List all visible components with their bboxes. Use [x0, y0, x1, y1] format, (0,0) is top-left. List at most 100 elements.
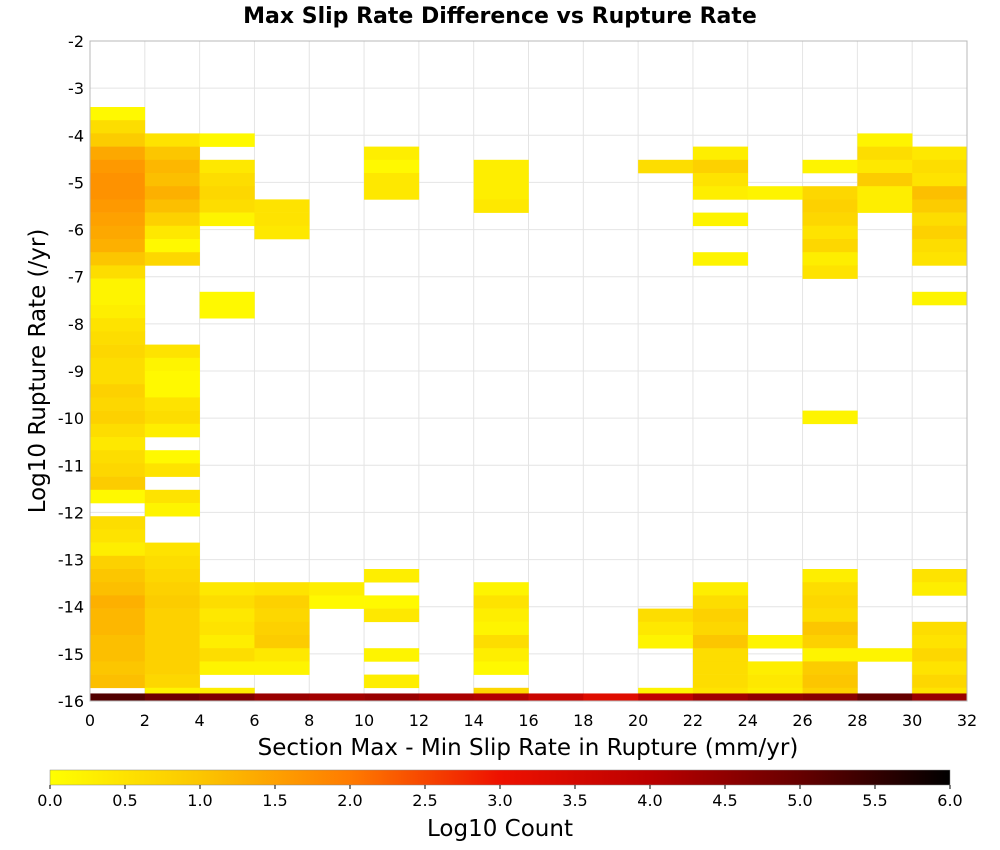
heatmap-cell [747, 693, 803, 701]
heatmap-cell [857, 173, 913, 187]
heatmap-cell [90, 489, 146, 504]
heatmap-cell [912, 661, 968, 675]
heatmap-cell [364, 186, 420, 200]
heatmap-cell [473, 661, 529, 675]
heatmap-cell [144, 635, 200, 649]
heatmap-cell [144, 357, 200, 372]
heatmap-cell [912, 582, 968, 596]
heatmap-cell [90, 146, 146, 161]
colorbar-tick-label: 0.0 [37, 791, 62, 810]
heatmap-cell [583, 693, 639, 701]
heatmap-cell [144, 648, 200, 662]
heatmap-cell [912, 146, 968, 161]
heatmap-cell [802, 595, 858, 609]
heatmap-cell [692, 173, 749, 187]
colorbar-label: Log10 Count [427, 816, 573, 842]
heatmap-cell [90, 423, 146, 438]
y-tick-label: -9 [68, 362, 84, 381]
x-tick-label: 6 [249, 711, 259, 730]
heatmap-cell [364, 693, 420, 701]
heatmap-cell [418, 693, 474, 701]
colorbar-tick-label: 3.5 [562, 791, 587, 810]
heatmap-cell [364, 146, 420, 161]
heatmap-cell [692, 674, 749, 689]
colorbar-tick-label: 1.5 [262, 791, 287, 810]
colorbar-ticks: 0.0 0.5 1.0 1.5 2.0 2.5 3.0 3.5 4.0 4.5 5.0 5.5 6.0 [37, 785, 963, 810]
heatmap-cell [144, 693, 200, 701]
heatmap-cell [857, 146, 913, 161]
heatmap-cell [473, 693, 529, 701]
heatmap-cell [473, 635, 529, 649]
heatmap-cell [90, 410, 146, 425]
y-tick-label: -14 [58, 598, 84, 617]
y-tick-label: -8 [68, 315, 84, 334]
x-tick-label: 22 [683, 711, 703, 730]
heatmap-cell [199, 291, 255, 306]
heatmap-cell [912, 635, 968, 649]
colorbar-tick-label: 4.5 [712, 791, 737, 810]
heatmap-cell [199, 661, 255, 675]
heatmap-cell [199, 595, 255, 609]
heatmap-cell [692, 212, 749, 227]
heatmap-cell [912, 648, 968, 662]
heatmap-cell [473, 595, 529, 609]
heatmap-cell [144, 423, 200, 438]
heatmap-cell [144, 397, 200, 411]
x-tick-label: 14 [464, 711, 484, 730]
heatmap-cell [144, 542, 200, 557]
heatmap-cell [90, 529, 146, 543]
heatmap-cell [144, 621, 200, 636]
colorbar-tick-label: 6.0 [937, 791, 962, 810]
heatmap-cell [912, 239, 968, 253]
y-tick-label: -15 [58, 645, 84, 664]
heatmap-cell [144, 146, 200, 161]
x-tick-label: 18 [573, 711, 593, 730]
heatmap-cell [692, 146, 749, 161]
heatmap-cell [144, 186, 200, 200]
heatmap-cell [144, 199, 200, 213]
heatmap-cell [90, 212, 146, 227]
heatmap-cell [692, 595, 749, 609]
heatmap-cell [199, 635, 255, 649]
heatmap-cell [912, 199, 968, 213]
heatmap-cell [144, 133, 200, 147]
heatmap-cell [144, 344, 200, 359]
heatmap-cell [692, 582, 749, 596]
heatmap-cell [802, 159, 858, 174]
heatmap-cell [254, 582, 310, 596]
heatmap-cell [857, 133, 913, 147]
heatmap-cell [254, 225, 310, 240]
x-tick-label: 10 [354, 711, 374, 730]
heatmap-cell [912, 252, 968, 266]
heatmap-cell [912, 212, 968, 227]
heatmap-cell [857, 648, 913, 662]
y-tick-label: -7 [68, 268, 84, 287]
colorbar-tick-label: 2.0 [337, 791, 362, 810]
heatmap-cell [802, 608, 858, 623]
heatmap-cell [90, 225, 146, 240]
heatmap-cell [90, 661, 146, 675]
heatmap-cell [90, 595, 146, 609]
heatmap-cell [747, 635, 803, 649]
heatmap-cell [254, 648, 310, 662]
y-tick-label: -10 [58, 409, 84, 428]
heatmap-cell [857, 199, 913, 213]
heatmap-cell [692, 252, 749, 266]
heatmap-cell [802, 569, 858, 583]
heatmap-cell [802, 239, 858, 253]
x-tick-label: 8 [304, 711, 314, 730]
heatmap-cell [90, 371, 146, 385]
heatmap-cell [364, 674, 420, 689]
heatmap-cell [473, 159, 529, 174]
heatmap-cell [802, 582, 858, 596]
heatmap-cell [144, 159, 200, 174]
heatmap-cell [254, 608, 310, 623]
heatmap-cell [144, 225, 200, 240]
heatmap-cell [90, 648, 146, 662]
heatmap-cell [199, 621, 255, 636]
heatmap-cell [90, 357, 146, 372]
heatmap-cell [912, 173, 968, 187]
heatmap-cell [90, 252, 146, 266]
heatmap-cell [144, 463, 200, 477]
heatmap-cell [144, 555, 200, 570]
